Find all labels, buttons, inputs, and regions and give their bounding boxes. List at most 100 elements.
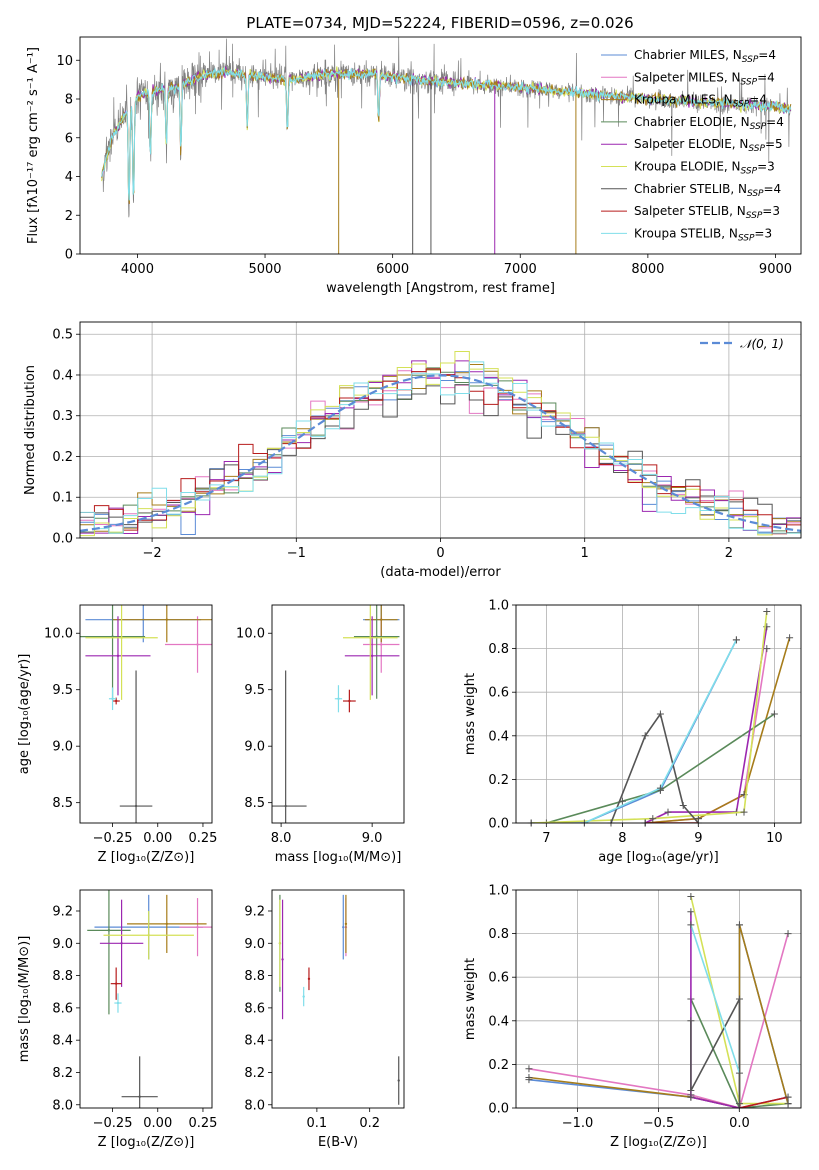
- x-axis-label: wavelength [Angstrom, rest frame]: [326, 281, 555, 296]
- legend-label: Salpeter STELIB, NSSP=3: [634, 204, 780, 221]
- data-point: [337, 697, 340, 700]
- y-tick-label: 8.0: [52, 1098, 73, 1113]
- legend-label: Kroupa ELODIE, NSSP=3: [634, 160, 775, 177]
- y-tick-label: 4: [65, 170, 73, 185]
- data-point: [348, 699, 351, 703]
- mass-weight-marker: [732, 636, 740, 644]
- data-point: [114, 699, 118, 703]
- y-tick-label: 0.6: [488, 686, 509, 701]
- x-tick-label: 0.25: [188, 831, 217, 846]
- x-tick-label: 10: [766, 831, 783, 846]
- y-tick-label: 0.6: [488, 971, 509, 986]
- y-tick-label: 8.5: [244, 796, 265, 811]
- y-tick-label: 8.8: [52, 969, 73, 984]
- data-point: [165, 618, 168, 621]
- mass-weight-series-line: [528, 933, 789, 1108]
- mass-weight-marker: [763, 608, 771, 616]
- data-point: [111, 697, 114, 700]
- y-tick-label: 8.0: [244, 1098, 265, 1113]
- x-tick-label: −2: [143, 546, 162, 561]
- y-tick-label: 8.4: [244, 1034, 265, 1049]
- y-axis-label: Flux [fλ10⁻¹⁷ erg cm⁻² s⁻¹ A⁻¹]: [26, 47, 41, 244]
- mass-weight-vs-age-panel: 7 8 9 10 0.0 0.2 0.4 0.6 0.8 1.0 age [log₁₀(age/yr…: [463, 599, 802, 865]
- legend-label-suffix: =4: [766, 115, 784, 129]
- residual-histogram-step: [80, 361, 801, 538]
- legend-label-text: Salpeter MILES, N: [634, 70, 741, 84]
- mass-weight-marker: [784, 930, 792, 938]
- x-axis-label: Z [log₁₀(Z/Z⊙)]: [610, 1135, 707, 1150]
- x-axis-label: E(B-V): [318, 1135, 358, 1150]
- x-tick-label: 0.00: [143, 1116, 172, 1131]
- y-tick-label: 6: [65, 131, 73, 146]
- y-tick-label: 8.5: [52, 796, 73, 811]
- y-tick-label: 0.4: [488, 1014, 509, 1029]
- legend-label: Salpeter MILES, NSSP=4: [634, 70, 775, 87]
- age-vs-mass-panel: 8.0 9.0 8.5 9.0 9.5 10.0 mass [log₁₀(M/M⊙)]: [236, 604, 405, 865]
- legend-label-text: Salpeter STELIB, N: [634, 204, 746, 218]
- mass-weight-series-line: [584, 639, 738, 823]
- legend-label-sub: SSP: [746, 211, 763, 221]
- axes-frame: [79, 889, 213, 1109]
- y-tick-label: 0.8: [488, 927, 509, 942]
- y-tick-label: 9.2: [52, 904, 73, 919]
- legend-label-sub: SSP: [741, 77, 758, 87]
- spectrum-panel: 4000 5000 6000 7000 8000 9000 0 2 4 6 8 10 wavelengt…: [26, 36, 802, 296]
- y-tick-label: 10: [56, 54, 73, 69]
- mass-weight-marker: [656, 710, 664, 718]
- y-tick-label: 1.0: [488, 599, 509, 614]
- y-tick-label: 8: [65, 93, 73, 108]
- y-tick-label: 0.0: [52, 532, 73, 547]
- mass-weight-marker: [687, 893, 695, 901]
- residual-histogram-step: [80, 368, 801, 538]
- mass-weight-series-line: [739, 1096, 789, 1108]
- axes-frame: [79, 604, 213, 824]
- mass-weight-marker: [649, 815, 657, 823]
- y-tick-label: 0.4: [488, 729, 509, 744]
- mass-weight-marker: [687, 908, 695, 916]
- data-point: [344, 922, 348, 926]
- x-tick-label: 8000: [631, 262, 664, 277]
- mass-weight-series-line: [690, 998, 741, 1108]
- x-tick-label: 5000: [248, 262, 281, 277]
- mass-vs-ebv-panel: 0.1 0.2 8.0 8.2 8.4 8.6 8.8 9.0 9.2 E(B-V): [244, 889, 405, 1150]
- x-tick-label: 0.1: [307, 1116, 328, 1131]
- data-point: [380, 643, 383, 646]
- data-point: [116, 1001, 120, 1005]
- legend-label-suffix: =4: [764, 182, 782, 196]
- data-point: [114, 982, 118, 985]
- y-axis-label: Normed distribution: [23, 365, 38, 495]
- legend-label-sub: SSP: [750, 122, 767, 132]
- x-tick-label: 7: [542, 831, 550, 846]
- mass-weight-marker: [786, 634, 794, 642]
- legend-label-suffix: =4: [749, 93, 767, 107]
- x-axis-label: age [log₁₀(age/yr)]: [598, 850, 719, 865]
- x-tick-label: 6000: [376, 262, 409, 277]
- x-tick-label: 8.0: [271, 831, 292, 846]
- x-axis-label: (data-model)/error: [380, 565, 501, 580]
- x-tick-label: −1.0: [562, 1116, 594, 1131]
- data-point: [284, 804, 287, 808]
- x-tick-label: −0.25: [93, 831, 133, 846]
- mass-weight-series-line: [531, 639, 738, 823]
- figure-title: PLATE=0734, MJD=52224, FIBERID=0596, z=0…: [246, 14, 633, 32]
- legend-label-text: Kroupa ELODIE, N: [634, 160, 741, 174]
- y-tick-label: 0.4: [52, 368, 73, 383]
- data-point: [120, 942, 123, 945]
- y-tick-label: 0.1: [52, 491, 73, 506]
- data-point: [116, 654, 120, 658]
- mass-weight-series-line: [645, 637, 791, 823]
- data-point: [397, 1079, 400, 1082]
- data-point: [165, 922, 168, 926]
- mass-vs-metallicity-panel: −0.25 0.00 0.25 8.0 8.2 8.4 8.6 8.8 9.0 9.2 Z [log…: [17, 889, 217, 1150]
- x-tick-label: 9000: [759, 262, 792, 277]
- y-tick-label: 9.0: [244, 740, 265, 755]
- legend-label-suffix: =3: [754, 226, 772, 240]
- legend-label: 𝒩(0, 1): [740, 337, 784, 351]
- legend-label: Kroupa MILES, NSSP=4: [634, 93, 767, 110]
- residuals-histogram-panel: −2 −1 0 1 2 0.0 0.1 0.2 0.3 0.4 0.5 𝒩(0, 1) (data-mo…: [23, 321, 802, 580]
- mass-weight-series-line: [690, 998, 789, 1108]
- mass-weight-marker: [784, 1100, 792, 1108]
- x-tick-label: −1: [287, 546, 306, 561]
- legend-label: Chabrier MILES, NSSP=4: [634, 48, 776, 65]
